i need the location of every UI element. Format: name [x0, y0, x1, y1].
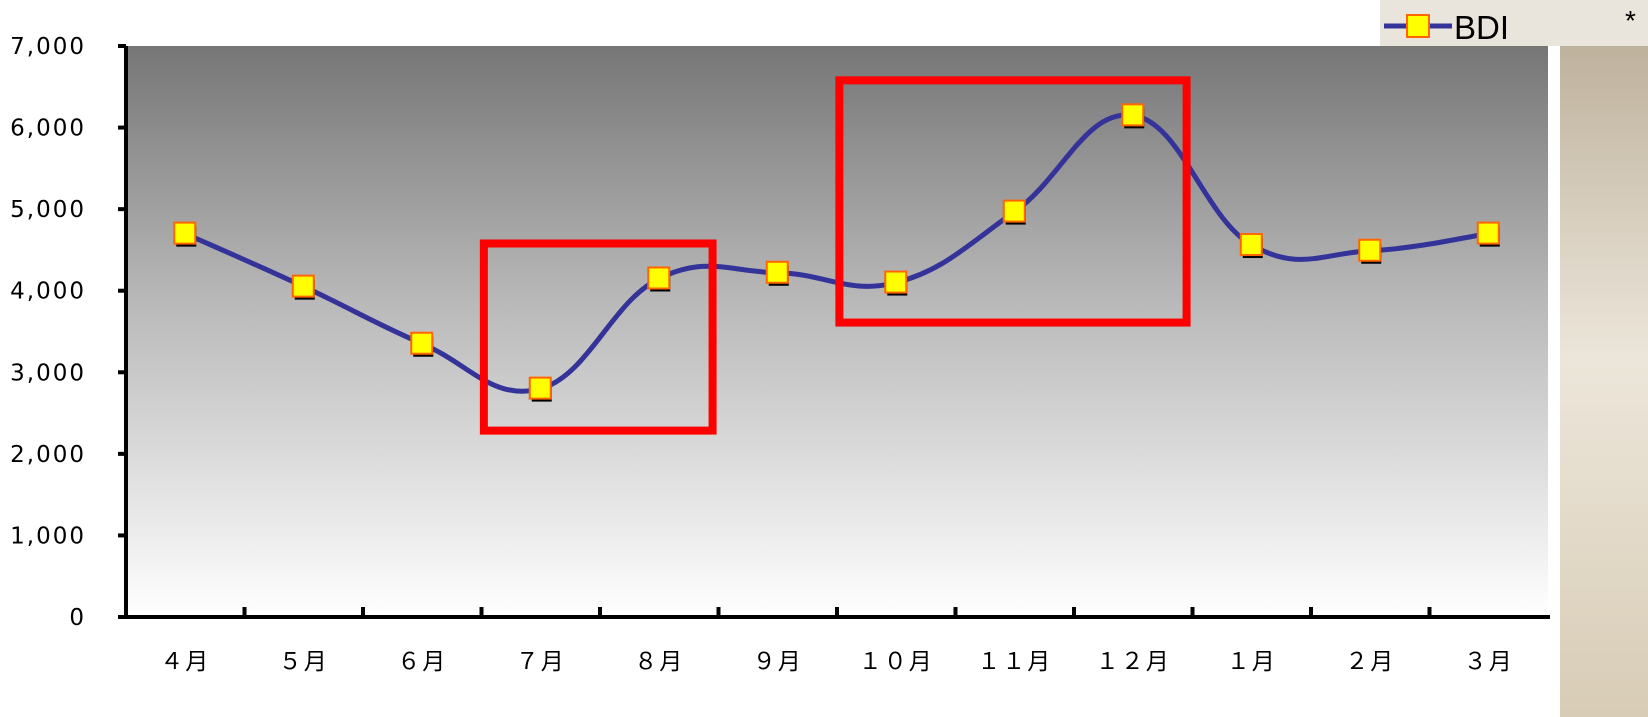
- x-tick-label: １１月: [977, 649, 1052, 675]
- legend: BDI *: [1384, 5, 1636, 46]
- data-point-marker: [528, 376, 552, 400]
- y-axis-tick-labels: 0 1,000 2,000 3,000 4,000 5,000 6,000 7,000: [10, 34, 86, 631]
- y-tick-label: 3,000: [10, 360, 86, 386]
- data-point-marker: [1002, 199, 1026, 223]
- y-tick-label: 0: [69, 605, 86, 631]
- data-point-marker: [410, 331, 434, 355]
- x-axis-tick-labels: ４月 ５月 ６月 ７月 ８月 ９月 １０月 １１月 １２月 １月 ２月 ３月: [160, 649, 1514, 675]
- data-point-marker: [173, 221, 197, 245]
- x-tick-label: ９月: [753, 649, 803, 675]
- data-point-marker: [1121, 103, 1145, 127]
- data-point-marker: [291, 274, 315, 298]
- x-tick-label: ２月: [1345, 649, 1395, 675]
- x-tick-label: １月: [1227, 649, 1277, 675]
- y-tick-label: 5,000: [10, 197, 86, 223]
- x-tick-label: １０月: [859, 649, 934, 675]
- highlight-boxes: [479, 76, 1191, 435]
- y-tick-label: 4,000: [10, 279, 86, 305]
- highlight-box: [479, 239, 717, 435]
- y-tick-label: 7,000: [10, 34, 86, 60]
- legend-label: BDI: [1454, 9, 1509, 46]
- legend-asterisk: *: [1625, 5, 1636, 36]
- x-tick-label: ４月: [160, 649, 210, 675]
- y-tick-label: 1,000: [10, 523, 86, 549]
- data-point-marker: [765, 260, 789, 284]
- data-point-marker: [1239, 233, 1263, 257]
- x-tick-label: １２月: [1096, 649, 1171, 675]
- x-tick-label: ３月: [1464, 649, 1514, 675]
- background-texture: [1560, 0, 1648, 717]
- data-point-marker: [1476, 221, 1500, 245]
- x-tick-label: ５月: [279, 649, 329, 675]
- legend-marker-sample: [1406, 14, 1430, 38]
- x-tick-label: ７月: [516, 649, 566, 675]
- data-point-marker: [647, 266, 671, 290]
- highlight-box: [835, 76, 1191, 327]
- y-tick-label: 6,000: [10, 116, 86, 142]
- x-tick-label: ６月: [397, 649, 447, 675]
- data-point-marker: [884, 270, 908, 294]
- data-point-marker: [1358, 238, 1382, 262]
- axes: [118, 44, 1550, 619]
- x-tick-label: ８月: [634, 649, 684, 675]
- y-tick-label: 2,000: [10, 442, 86, 468]
